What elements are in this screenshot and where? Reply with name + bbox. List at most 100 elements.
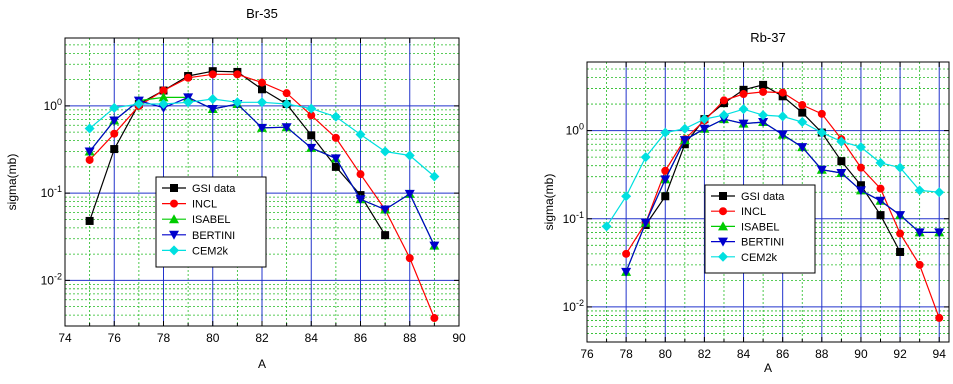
- legend-entry: GSI data: [711, 191, 785, 203]
- x-tick-label: 90: [854, 347, 868, 361]
- data-point: [331, 133, 340, 142]
- data-point: [109, 102, 120, 113]
- legend-entry: CEM2k: [711, 252, 778, 264]
- data-point: [133, 99, 144, 110]
- legend-entry: ISABEL: [711, 221, 780, 233]
- legend-marker: [719, 207, 727, 216]
- data-point: [816, 127, 827, 138]
- data-point: [184, 73, 193, 82]
- data-point: [85, 216, 94, 225]
- y-axis-label: sigma(mb): [5, 154, 19, 211]
- data-point: [836, 169, 847, 179]
- data-point: [380, 146, 391, 157]
- data-point: [660, 127, 671, 138]
- x-tick-label: 82: [698, 347, 712, 361]
- y-tick-label: 100: [44, 97, 62, 113]
- x-tick-label: 84: [737, 347, 751, 361]
- series-group: [601, 80, 945, 322]
- legend-label: CEM2k: [192, 245, 229, 257]
- y-tick-label: 10-1: [563, 210, 584, 226]
- data-point: [896, 229, 905, 238]
- data-point: [307, 111, 316, 120]
- y-axis-label: sigma(mb): [542, 174, 556, 231]
- x-tick-label: 76: [108, 331, 122, 345]
- series-cem2k: [84, 93, 440, 182]
- data-point: [816, 165, 827, 175]
- data-point: [381, 231, 390, 240]
- legend-label: GSI data: [741, 191, 785, 203]
- data-point: [355, 129, 366, 140]
- legend-entry: BERTINI: [711, 237, 784, 249]
- x-tick-label: 82: [255, 331, 269, 345]
- legend-entry: INCL: [162, 199, 217, 211]
- legend-label: ISABEL: [192, 214, 231, 226]
- x-tick-label: 74: [58, 331, 72, 345]
- series-incl: [85, 70, 439, 323]
- data-point: [208, 70, 217, 79]
- data-point: [797, 117, 808, 128]
- data-point: [817, 109, 826, 118]
- legend-marker: [169, 245, 179, 256]
- data-point: [738, 119, 749, 129]
- x-tick-label: 80: [659, 347, 673, 361]
- series-group: [84, 67, 440, 323]
- data-point: [233, 70, 242, 79]
- data-point: [622, 249, 631, 258]
- data-point: [895, 162, 906, 173]
- data-point: [281, 99, 292, 110]
- legend-marker: [169, 214, 179, 224]
- data-point: [429, 241, 440, 251]
- data-point: [915, 260, 924, 269]
- x-tick-label: 88: [403, 331, 417, 345]
- data-point: [876, 184, 885, 193]
- grid: [65, 38, 459, 326]
- legend-label: INCL: [741, 206, 766, 218]
- legend-entry: BERTINI: [162, 230, 235, 242]
- legend-entry: INCL: [711, 206, 766, 218]
- x-tick-label: 80: [206, 331, 220, 345]
- data-point: [797, 143, 808, 153]
- data-point: [856, 181, 865, 190]
- legend: GSI data INCL ISABEL BERTINI CEM2k: [155, 176, 267, 268]
- data-point: [777, 111, 788, 122]
- data-point: [601, 221, 612, 232]
- data-point: [855, 142, 866, 153]
- x-axis: 74 76 78 80 82 84 86 88 90: [58, 38, 466, 345]
- legend-label: GSI data: [192, 183, 236, 195]
- legend-marker: [169, 230, 179, 240]
- data-point: [718, 110, 729, 121]
- data-point: [282, 89, 291, 98]
- x-tick-label: 84: [305, 331, 319, 345]
- data-point: [934, 187, 945, 198]
- data-point: [679, 123, 690, 134]
- data-point: [158, 92, 169, 102]
- data-point: [331, 162, 340, 171]
- x-tick-label: 78: [157, 331, 171, 345]
- chart-title: Rb-37: [750, 30, 785, 45]
- x-tick-label: 90: [452, 331, 466, 345]
- legend-entry: CEM2k: [162, 245, 229, 257]
- data-point: [739, 90, 748, 99]
- legend-marker: [718, 251, 728, 262]
- x-axis: 76 78 80 82 84 86 88 90 92 94: [580, 62, 946, 361]
- data-point: [306, 143, 317, 153]
- data-point: [640, 152, 651, 163]
- data-point: [798, 101, 807, 110]
- data-point: [679, 136, 690, 146]
- data-point: [621, 191, 632, 202]
- data-point: [837, 157, 846, 166]
- data-point: [875, 196, 886, 206]
- legend-label: BERTINI: [741, 237, 784, 249]
- legend-marker: [718, 237, 728, 247]
- data-point: [661, 166, 670, 175]
- data-point: [429, 171, 440, 182]
- data-point: [258, 85, 266, 94]
- x-tick-label: 78: [619, 347, 633, 361]
- data-point: [895, 211, 906, 221]
- y-axis: 10-2 10-1 100: [563, 122, 949, 314]
- y-tick-label: 10-2: [563, 298, 584, 314]
- x-tick-label: 92: [893, 347, 907, 361]
- data-point: [935, 313, 944, 322]
